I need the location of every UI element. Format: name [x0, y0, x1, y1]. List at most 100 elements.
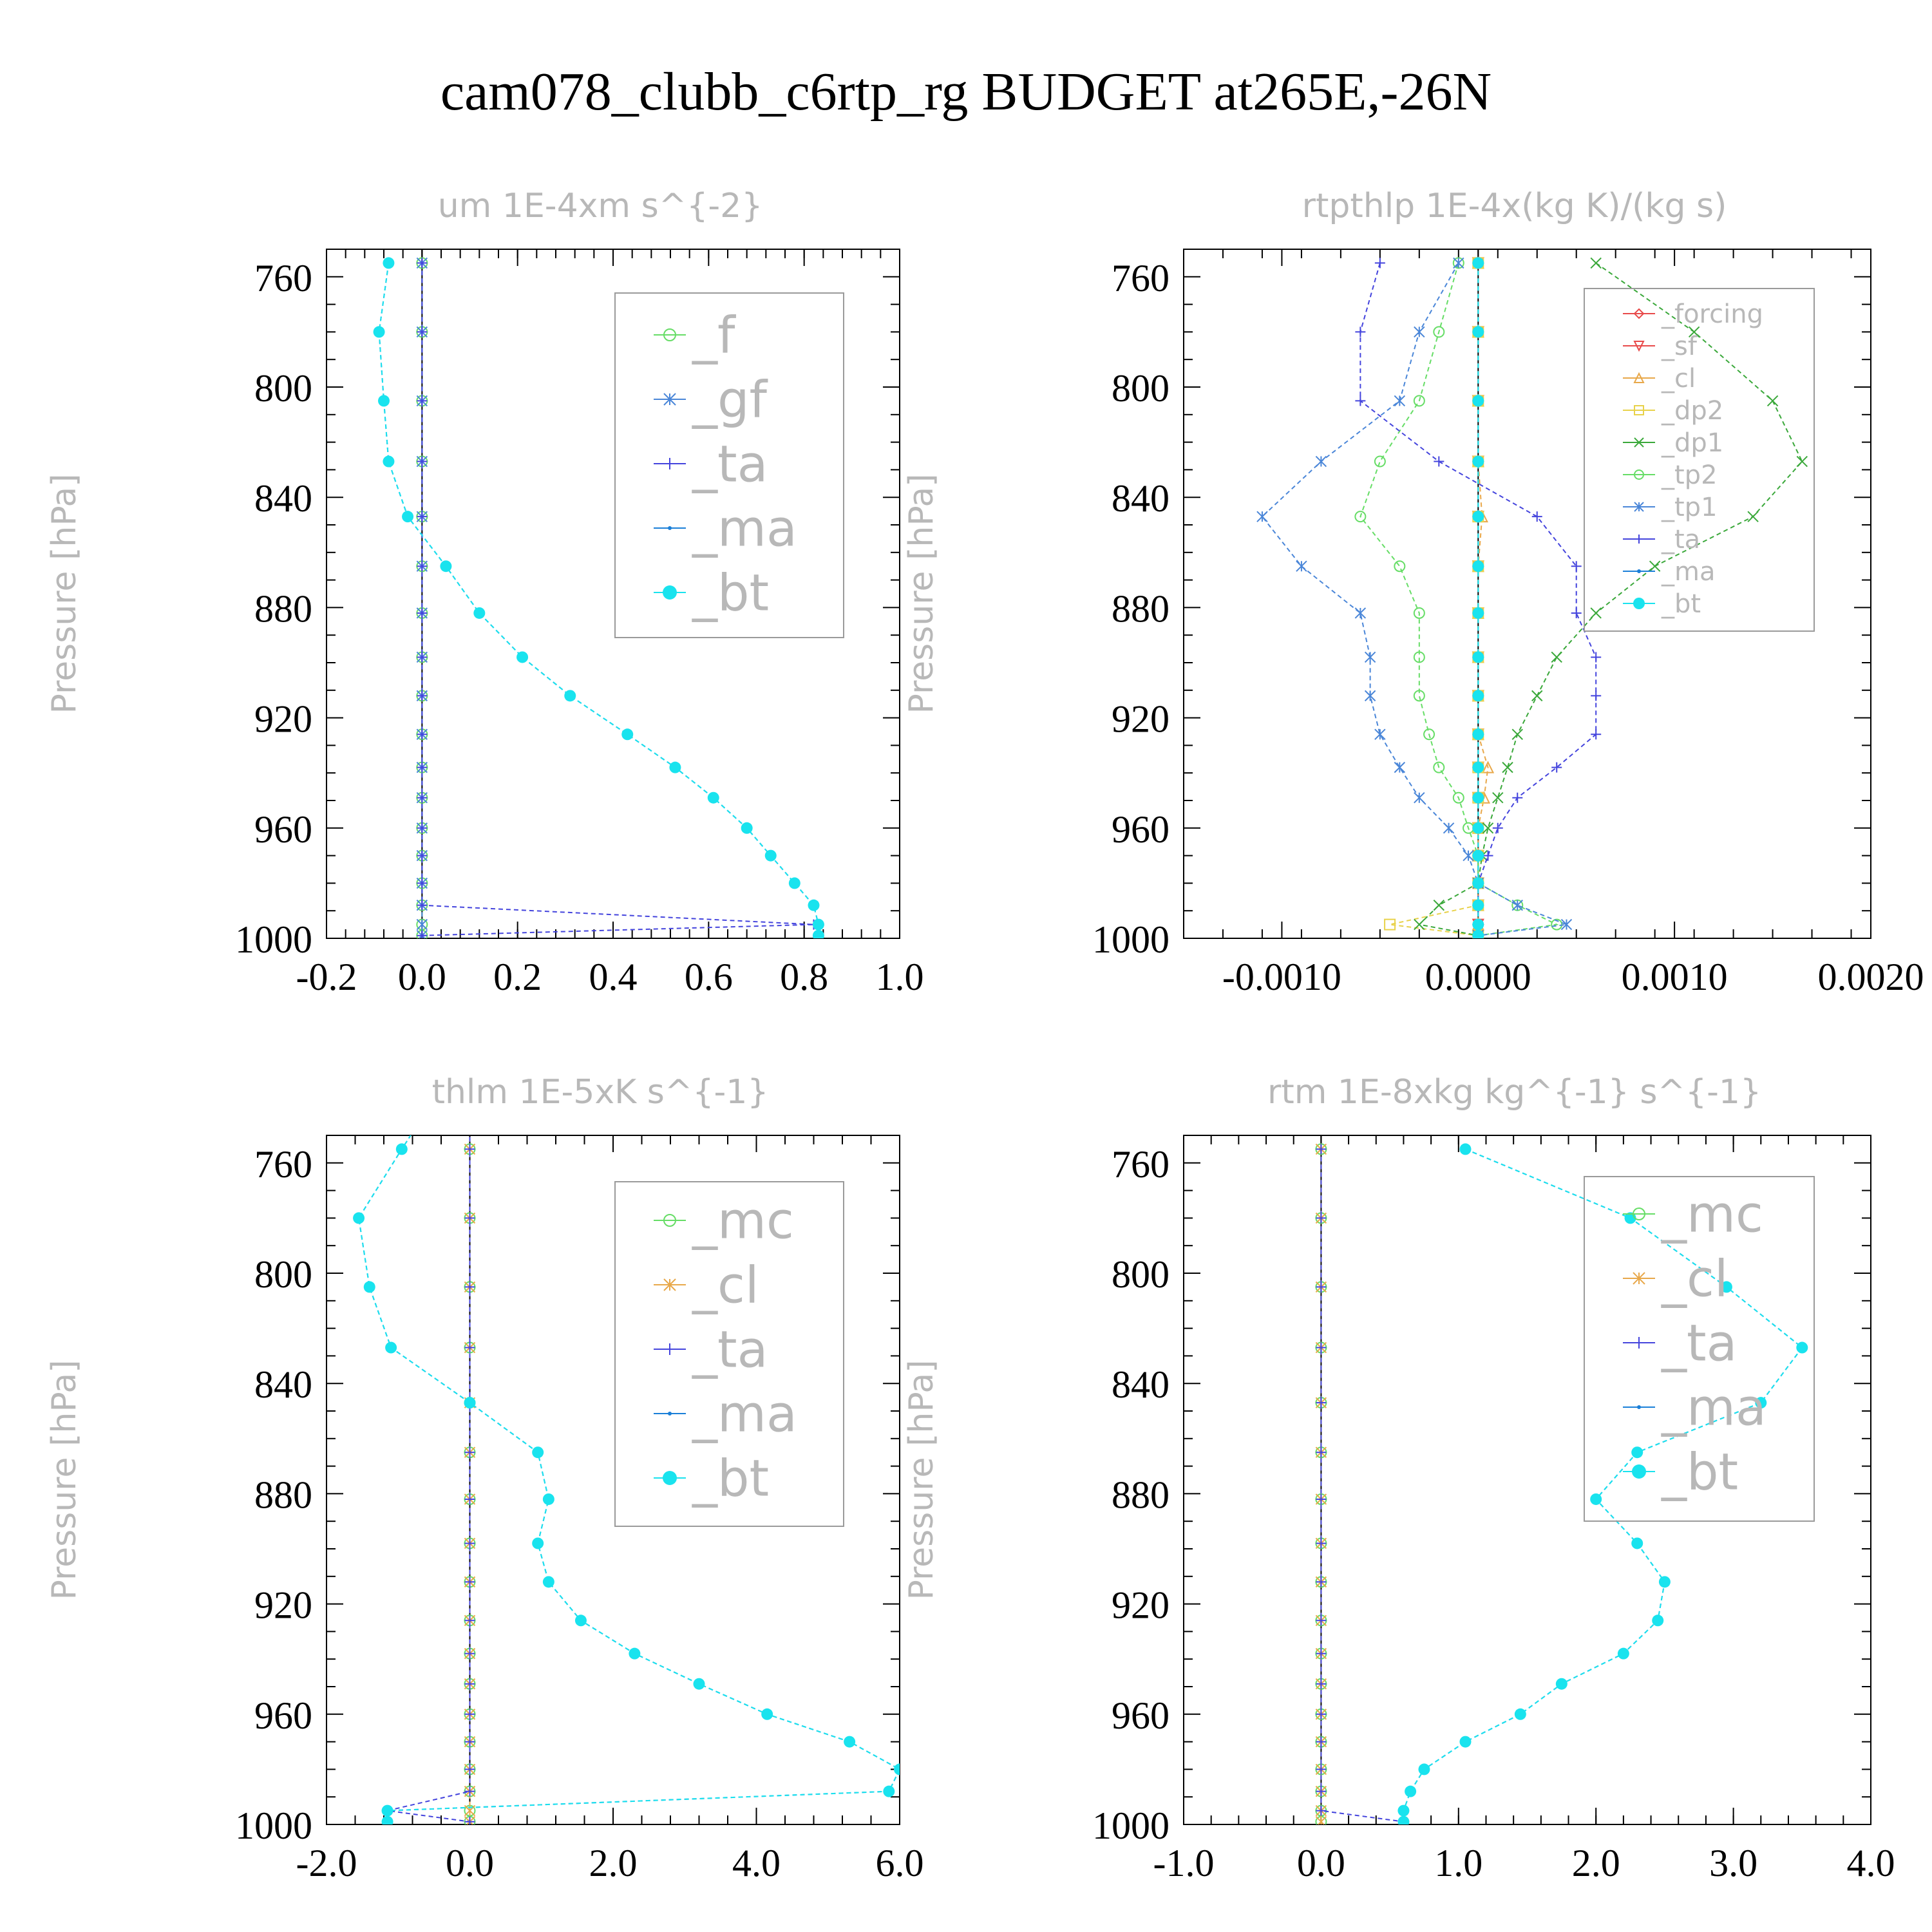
series-bt — [353, 1135, 900, 1824]
y-tick-label: 920 — [1112, 1584, 1170, 1627]
plot-frame — [1183, 1135, 1871, 1825]
data-point — [465, 1117, 475, 1127]
legend-entry-mc: _mc — [1623, 1186, 1763, 1244]
y-tick-label: 760 — [254, 1143, 312, 1186]
data-point — [417, 850, 428, 861]
data-point — [1433, 761, 1445, 773]
y-tick-label: 960 — [254, 1694, 312, 1737]
legend-entry-cl: _cl — [654, 1256, 759, 1314]
data-point — [417, 792, 428, 803]
data-point — [621, 728, 634, 741]
series-line — [1403, 1148, 1803, 1822]
data-point — [1652, 1615, 1664, 1627]
data-point — [383, 455, 395, 468]
legend-label: _bt — [1661, 589, 1701, 619]
data-point — [464, 1764, 475, 1775]
data-point — [564, 690, 576, 702]
legend-label: _sf — [1661, 332, 1698, 361]
chart-panel-4: rtm 1E-8xkg kg^{-1} s^{-1} Pressure [hPa]… — [902, 1073, 1895, 1884]
data-point — [1591, 652, 1602, 663]
data-point — [764, 849, 777, 862]
y-tick-label: 800 — [1112, 367, 1170, 410]
data-point — [1555, 1678, 1567, 1690]
plot-area — [1256, 256, 1808, 938]
x-tick-label: -0.0010 — [1222, 956, 1341, 998]
x-tick-label: 0.0 — [398, 956, 446, 998]
data-point — [1316, 1764, 1327, 1775]
data-point — [1472, 560, 1484, 573]
data-point — [1472, 929, 1484, 938]
panel-title: um 1E-4xm s^{-2} — [438, 187, 763, 225]
data-point — [1631, 1537, 1643, 1549]
y-axis-label: Pressure [hPa] — [45, 474, 84, 714]
y-tick-label: 920 — [254, 1584, 312, 1627]
series-bt — [373, 257, 824, 938]
legend-entry-cl: _cl — [1623, 364, 1696, 393]
data-point — [1316, 1144, 1327, 1155]
data-point — [1433, 899, 1445, 911]
data-point — [1472, 511, 1484, 523]
data-point — [542, 1576, 554, 1588]
series-ma — [357, 1135, 900, 1824]
legend-label: _ma — [1661, 1379, 1766, 1437]
data-point — [1590, 607, 1602, 619]
legend-entry-ma: _ma — [1623, 557, 1715, 587]
data-point — [1472, 690, 1484, 702]
data-point — [464, 1615, 475, 1626]
legend-label: _ma — [692, 500, 797, 558]
series-cl — [1472, 256, 1495, 938]
data-point — [464, 1144, 475, 1155]
data-point — [1492, 792, 1504, 804]
legend-label: _gf — [692, 371, 768, 429]
y-tick-label: 920 — [254, 698, 312, 741]
data-point — [1472, 822, 1484, 834]
data-point — [464, 1538, 475, 1549]
series-ta — [382, 1135, 475, 1824]
data-point — [1502, 761, 1513, 773]
data-point — [532, 1537, 544, 1549]
plot-frame — [326, 1135, 900, 1825]
plot-frame — [326, 249, 900, 939]
data-point — [1413, 690, 1425, 702]
data-point — [464, 1786, 475, 1797]
legend-label: _ta — [1661, 1314, 1737, 1372]
series-line — [1320, 1149, 1404, 1823]
y-axis-label: Pressure [hPa] — [902, 474, 941, 714]
data-point — [1463, 849, 1474, 862]
data-point — [1364, 651, 1376, 663]
data-point — [761, 1708, 773, 1720]
legend-entry-bt: _bt — [654, 564, 769, 622]
legend-label: _bt — [1661, 1443, 1738, 1501]
data-point — [1316, 1493, 1327, 1504]
legend-label: _dp2 — [1661, 396, 1723, 426]
data-point — [1514, 1708, 1526, 1720]
data-point — [574, 1615, 587, 1627]
y-tick-label: 800 — [254, 1253, 312, 1296]
series-dp1 — [1414, 257, 1808, 938]
data-point — [1316, 1397, 1327, 1408]
data-point — [693, 1678, 705, 1690]
y-tick-label: 920 — [1112, 698, 1170, 741]
data-point — [1316, 1447, 1327, 1458]
series-line — [1261, 262, 1567, 936]
data-point — [1364, 690, 1376, 702]
series-line — [387, 1135, 471, 1823]
x-tick-label: -2.0 — [296, 1842, 357, 1884]
data-point — [1405, 1785, 1417, 1797]
legend-label: _dp1 — [1661, 428, 1723, 458]
data-point — [1617, 1647, 1629, 1660]
data-point — [1374, 455, 1386, 468]
data-point — [417, 456, 428, 467]
legend-label: _cl — [1661, 1250, 1728, 1308]
data-point — [417, 930, 428, 938]
data-point — [417, 729, 428, 740]
legend-label: _tp2 — [1661, 460, 1718, 490]
y-tick-label: 840 — [1112, 477, 1170, 520]
data-point — [1766, 395, 1779, 407]
series-line — [421, 263, 814, 936]
data-point — [417, 561, 428, 572]
x-tick-label: 0.0000 — [1425, 956, 1531, 998]
data-point — [1571, 607, 1582, 618]
legend-label: _cl — [1661, 364, 1696, 393]
